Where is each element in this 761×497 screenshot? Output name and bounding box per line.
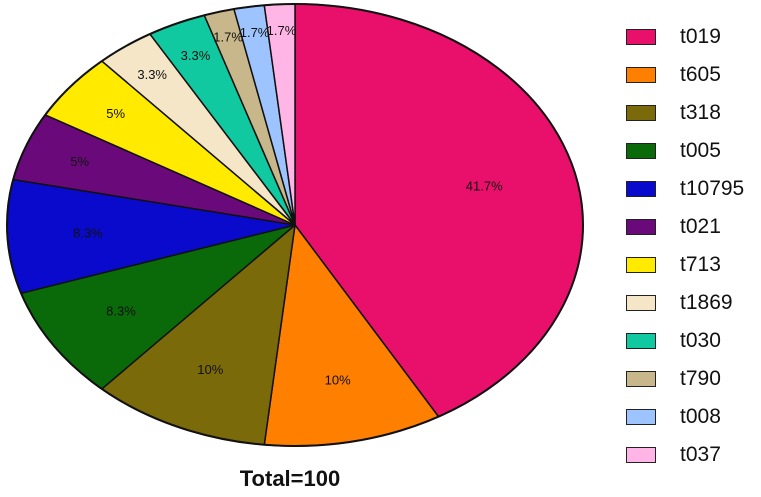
legend-swatch (626, 447, 656, 463)
slice-label-t019: 41.7% (466, 178, 503, 193)
legend-label: t1869 (680, 291, 733, 314)
legend-label: t030 (680, 329, 721, 352)
legend-label: t021 (680, 215, 721, 238)
slice-label-t10795: 8.3% (73, 225, 103, 240)
legend-item-t790: t790 (626, 367, 761, 407)
legend-label: t318 (680, 101, 721, 124)
legend-label: t008 (680, 405, 721, 428)
slice-label-t005: 8.3% (106, 304, 136, 319)
legend: t019 t605 t318 t005 t10795 t021 t713 t1869 t030 t… (626, 25, 761, 483)
legend-item-t1869: t1869 (626, 291, 761, 331)
legend-label: t037 (680, 443, 721, 466)
legend-swatch (626, 143, 656, 159)
legend-swatch (626, 181, 656, 197)
total-label: Total=100 (239, 466, 341, 491)
legend-item-t019: t019 (626, 25, 761, 65)
legend-swatch (626, 29, 656, 45)
slice-label-t021: 5% (70, 154, 89, 169)
legend-swatch (626, 371, 656, 387)
legend-swatch (626, 219, 656, 235)
legend-swatch (626, 257, 656, 273)
legend-item-t030: t030 (626, 329, 761, 369)
legend-swatch (626, 295, 656, 311)
slice-label-t318: 10% (197, 362, 223, 377)
slice-label-t008: 1.7% (240, 25, 270, 40)
legend-item-t318: t318 (626, 101, 761, 141)
legend-swatch (626, 105, 656, 121)
legend-label: t713 (680, 253, 721, 276)
legend-item-t605: t605 (626, 63, 761, 103)
slice-label-t037: 1.7% (267, 23, 297, 38)
legend-label: t019 (680, 25, 721, 48)
legend-swatch (626, 333, 656, 349)
slice-label-t030: 3.3% (181, 48, 211, 63)
slice-label-t790: 1.7% (213, 29, 243, 44)
legend-swatch (626, 409, 656, 425)
slice-label-t605: 10% (325, 373, 351, 388)
legend-item-t10795: t10795 (626, 177, 761, 217)
pie-outline (6, 3, 584, 447)
legend-label: t10795 (680, 177, 745, 200)
legend-label: t005 (680, 139, 721, 162)
slice-labels: 41.7%10%10%8.3%8.3%5%5%3.3%3.3%1.7%1.7%1… (70, 23, 503, 388)
slice-label-t1869: 3.3% (137, 67, 167, 82)
legend-item-t713: t713 (626, 253, 761, 293)
legend-label: t790 (680, 367, 721, 390)
legend-item-t037: t037 (626, 443, 761, 483)
slice-label-t713: 5% (106, 106, 125, 121)
legend-item-t008: t008 (626, 405, 761, 445)
legend-swatch (626, 67, 656, 83)
legend-label: t605 (680, 63, 721, 86)
legend-item-t005: t005 (626, 139, 761, 179)
legend-item-t021: t021 (626, 215, 761, 255)
